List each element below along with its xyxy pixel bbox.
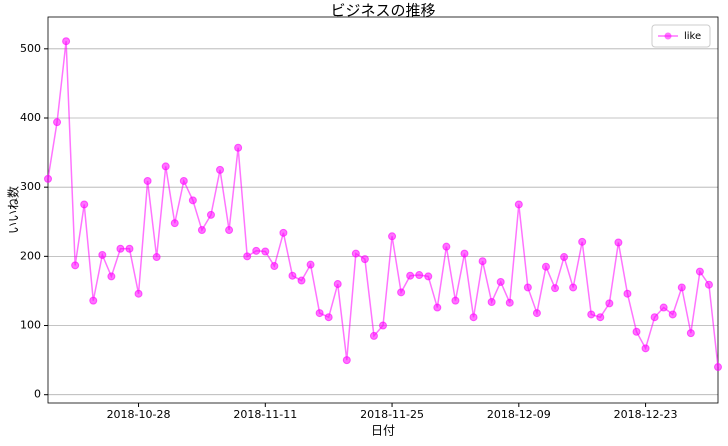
y-axis-label: いいね数	[6, 186, 21, 234]
chart-title: ビジネスの推移	[330, 2, 435, 20]
x-tick-label: 2018-11-11	[233, 408, 297, 421]
point	[704, 280, 713, 289]
point	[641, 344, 650, 353]
y-tick-label: 0	[34, 388, 41, 401]
x-tick-label: 2018-12-09	[487, 408, 551, 421]
point	[170, 219, 179, 228]
point	[216, 165, 225, 174]
point	[351, 249, 360, 258]
point	[333, 280, 342, 289]
point	[324, 313, 333, 322]
point	[270, 262, 279, 271]
point	[179, 176, 188, 185]
point	[478, 257, 487, 266]
point	[532, 309, 541, 318]
point	[71, 261, 80, 270]
point	[306, 260, 315, 269]
point	[496, 277, 505, 286]
point	[714, 363, 722, 372]
point	[252, 246, 261, 255]
point	[686, 329, 695, 338]
y-tick-label: 300	[20, 180, 41, 193]
point	[152, 253, 161, 262]
x-tick-label: 2018-10-28	[107, 408, 171, 421]
point	[406, 271, 415, 280]
y-tick-label: 500	[20, 42, 41, 55]
point	[587, 310, 596, 319]
point	[659, 303, 668, 312]
point	[695, 267, 704, 276]
legend-box	[651, 24, 711, 48]
point	[415, 271, 424, 280]
point	[424, 272, 433, 281]
point	[243, 252, 252, 261]
point	[469, 313, 478, 322]
point	[188, 196, 197, 205]
point	[234, 143, 243, 152]
point	[134, 289, 143, 298]
point	[197, 226, 206, 235]
y-tick-label: 200	[20, 249, 41, 262]
point	[62, 37, 71, 46]
point	[560, 253, 569, 262]
y-tick-label: 400	[20, 111, 41, 124]
point	[143, 176, 152, 185]
point	[632, 327, 641, 336]
point	[369, 331, 378, 340]
point	[578, 237, 587, 246]
legend-label: like	[684, 31, 701, 42]
point	[388, 232, 397, 241]
point	[288, 271, 297, 280]
plot-frame	[47, 16, 719, 404]
point	[596, 313, 605, 322]
point	[650, 313, 659, 322]
point	[397, 288, 406, 297]
legend-marker	[664, 32, 672, 40]
x-tick-label: 2018-11-25	[360, 408, 424, 421]
point	[505, 298, 514, 307]
point	[116, 244, 125, 253]
point	[225, 226, 234, 235]
point	[623, 289, 632, 298]
point	[360, 255, 369, 264]
x-axis-label: 日付	[371, 424, 395, 438]
point	[677, 283, 686, 292]
point	[125, 244, 134, 253]
point	[297, 276, 306, 285]
point	[605, 299, 614, 308]
point	[315, 309, 324, 318]
point	[569, 283, 578, 292]
point	[451, 296, 460, 305]
point	[279, 228, 288, 237]
line	[47, 41, 719, 368]
point	[89, 296, 98, 305]
point	[206, 210, 215, 219]
point	[551, 284, 560, 293]
point	[460, 249, 469, 258]
point	[541, 262, 550, 271]
point	[668, 310, 677, 319]
point	[523, 283, 532, 292]
point	[487, 298, 496, 307]
y-tick-label: 100	[20, 319, 41, 332]
point	[442, 242, 451, 251]
point	[53, 118, 62, 127]
point	[80, 200, 89, 209]
point	[379, 321, 387, 330]
point	[44, 174, 52, 183]
point	[614, 238, 623, 247]
point	[261, 247, 270, 256]
x-tick-label: 2018-12-23	[614, 408, 678, 421]
point	[98, 250, 107, 259]
point	[342, 356, 351, 365]
point	[514, 200, 523, 209]
point	[433, 303, 442, 312]
point	[161, 162, 170, 171]
point	[107, 272, 116, 281]
